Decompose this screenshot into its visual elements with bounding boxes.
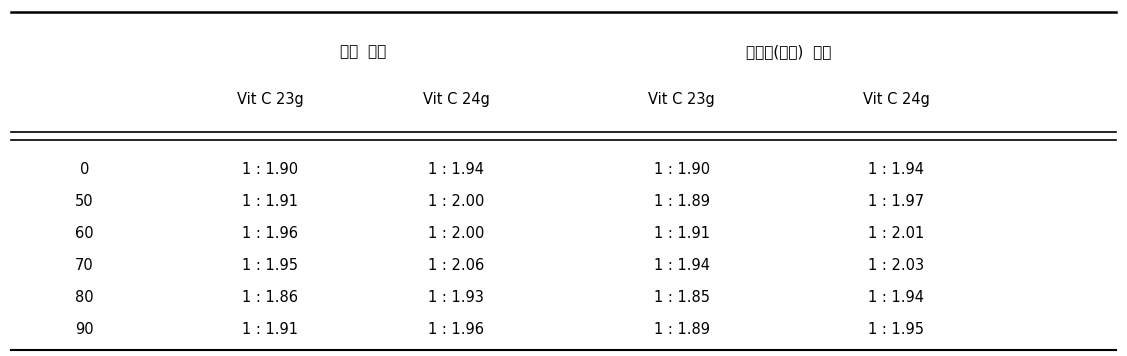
- Text: 1 : 1.94: 1 : 1.94: [868, 290, 924, 305]
- Text: 0: 0: [80, 162, 89, 177]
- Text: Vit C 24g: Vit C 24g: [423, 92, 490, 107]
- Text: 70: 70: [76, 258, 94, 273]
- Text: 1 : 2.06: 1 : 2.06: [428, 258, 485, 273]
- Text: 1 : 2.00: 1 : 2.00: [428, 226, 485, 241]
- Text: 1 : 2.00: 1 : 2.00: [428, 194, 485, 209]
- Text: 1 : 1.91: 1 : 1.91: [242, 194, 299, 209]
- Text: 60: 60: [76, 226, 94, 241]
- Text: 1 : 1.91: 1 : 1.91: [242, 322, 299, 337]
- Text: 1 : 1.96: 1 : 1.96: [242, 226, 299, 241]
- Text: Vit C 23g: Vit C 23g: [648, 92, 716, 107]
- Text: 1 : 1.94: 1 : 1.94: [654, 258, 710, 273]
- Text: 50: 50: [76, 194, 94, 209]
- Text: 1 : 1.93: 1 : 1.93: [428, 290, 485, 305]
- Text: 1 : 1.86: 1 : 1.86: [242, 290, 299, 305]
- Text: 1 : 1.91: 1 : 1.91: [654, 226, 710, 241]
- Text: 1 : 1.89: 1 : 1.89: [654, 322, 710, 337]
- Text: 1 : 2.01: 1 : 2.01: [868, 226, 924, 241]
- Text: 1 : 1.96: 1 : 1.96: [428, 322, 485, 337]
- Text: 1 : 2.03: 1 : 2.03: [868, 258, 924, 273]
- Text: 1 : 1.85: 1 : 1.85: [654, 290, 710, 305]
- Text: 1 : 1.90: 1 : 1.90: [654, 162, 710, 177]
- Text: 1 : 1.97: 1 : 1.97: [868, 194, 924, 209]
- Text: Vit C 23g: Vit C 23g: [237, 92, 304, 107]
- Text: 80: 80: [76, 290, 94, 305]
- Text: 1 : 1.94: 1 : 1.94: [868, 162, 924, 177]
- Text: 90: 90: [76, 322, 94, 337]
- Text: Vit C 24g: Vit C 24g: [862, 92, 930, 107]
- Text: 지퍼백(비닐)  밀봉: 지퍼백(비닐) 밀봉: [746, 44, 832, 59]
- Text: 1 : 1.95: 1 : 1.95: [868, 322, 924, 337]
- Text: 1 : 1.94: 1 : 1.94: [428, 162, 485, 177]
- Text: 1 : 1.89: 1 : 1.89: [654, 194, 710, 209]
- Text: 은박  밀봉: 은박 밀봉: [340, 44, 387, 59]
- Text: 1 : 1.95: 1 : 1.95: [242, 258, 299, 273]
- Text: 1 : 1.90: 1 : 1.90: [242, 162, 299, 177]
